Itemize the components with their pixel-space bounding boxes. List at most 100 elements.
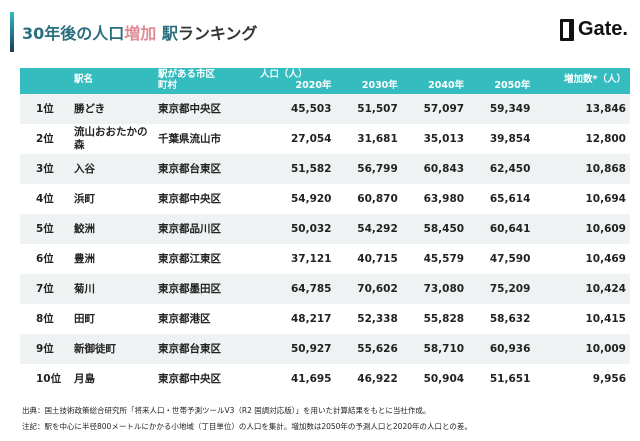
- header-station: 駅名: [74, 74, 94, 86]
- pop-2030-cell: 55,626: [357, 342, 398, 355]
- table-row: 10位 月島 東京都中央区 41,695 46,922 50,904 51,651 9,956: [20, 364, 630, 394]
- pop-2040-cell: 35,013: [423, 132, 465, 145]
- increase-cell: 13,846: [585, 102, 626, 115]
- city-cell: 東京都台東区: [158, 162, 221, 175]
- station-cell: 入谷: [74, 162, 95, 175]
- station-cell: 月島: [74, 372, 95, 385]
- increase-cell: 10,009: [585, 342, 626, 355]
- table-header: 駅名 駅がある市区町村 人口（人） 2020年 2030年 2040年 2050年…: [20, 68, 630, 94]
- pop-2030-cell: 40,715: [357, 252, 398, 265]
- city-cell: 東京都品川区: [158, 222, 221, 235]
- station-cell: 新御徒町: [74, 342, 116, 355]
- rank-cell: 3位: [36, 162, 54, 175]
- header-2030: 2030年: [361, 79, 398, 91]
- header-increase: 増加数*（人）: [564, 74, 626, 86]
- pop-2040-cell: 58,710: [423, 342, 465, 355]
- rank-cell: 9位: [36, 342, 54, 355]
- title-highlight: 増加: [124, 24, 157, 43]
- header-year: 2020年: [295, 79, 332, 91]
- rank-cell: 1位: [36, 102, 54, 115]
- rank-cell: 7位: [36, 282, 54, 295]
- pop-2020-cell: 37,121: [290, 252, 332, 265]
- city-cell: 千葉県流山市: [158, 132, 221, 145]
- city-cell: 東京都中央区: [158, 372, 221, 385]
- pop-2020-cell: 27,054: [290, 132, 332, 145]
- rank-cell: 5位: [36, 222, 54, 235]
- pop-2040-cell: 55,828: [423, 312, 465, 325]
- table-row: 3位 入谷 東京都台東区 51,582 56,799 60,843 62,450 10,868: [20, 153, 630, 184]
- pop-2050-cell: 51,651: [489, 372, 531, 385]
- source-note: 出典：国土技術政策総合研究所「将来人口・世帯予測ツールV3（R2 国調対応版）」…: [22, 406, 431, 415]
- title-accent-bar: [10, 12, 14, 52]
- station-cell: 菊川: [74, 282, 95, 295]
- increase-cell: 10,694: [585, 192, 626, 205]
- header-2050: 2050年: [494, 79, 531, 91]
- pop-2040-cell: 45,579: [423, 252, 465, 265]
- pop-2050-cell: 60,936: [489, 342, 531, 355]
- pop-2020-cell: 64,785: [290, 282, 332, 295]
- pop-2040-cell: 73,080: [423, 282, 465, 295]
- title-part: ランキング: [177, 24, 258, 43]
- ranking-table: 駅名 駅がある市区町村 人口（人） 2020年 2030年 2040年 2050年…: [20, 68, 630, 394]
- city-cell: 東京都江東区: [158, 252, 221, 265]
- pop-2050-cell: 59,349: [489, 102, 531, 115]
- rank-cell: 6位: [36, 252, 54, 265]
- pop-2050-cell: 39,854: [489, 132, 531, 145]
- pop-2040-cell: 63,980: [423, 192, 465, 205]
- header-2040: 2040年: [428, 79, 465, 91]
- table-row: 5位 鮫洲 東京都品川区 50,032 54,292 58,450 60,641 10,609: [20, 213, 630, 244]
- pop-2050-cell: 75,209: [489, 282, 531, 295]
- rank-cell: 10位: [36, 372, 62, 385]
- city-cell: 東京都台東区: [158, 342, 221, 355]
- pop-2020-cell: 50,032: [290, 222, 332, 235]
- pop-2020-cell: 48,217: [290, 312, 332, 325]
- table-row: 1位 勝どき 東京都中央区 45,503 51,507 57,097 59,349 13,84…: [20, 93, 630, 124]
- pop-2050-cell: 58,632: [489, 312, 531, 325]
- pop-2030-cell: 31,681: [357, 132, 398, 145]
- table-row: 7位 菊川 東京都墨田区 64,785 70,602 73,080 75,209 10,424: [20, 273, 630, 304]
- pop-2040-cell: 50,904: [423, 372, 465, 385]
- pop-2040-cell: 60,843: [423, 162, 465, 175]
- increase-cell: 12,800: [585, 132, 626, 145]
- pop-2030-cell: 46,922: [357, 372, 398, 385]
- pop-2030-cell: 60,870: [357, 192, 398, 205]
- city-cell: 東京都中央区: [158, 102, 221, 115]
- pop-2050-cell: 65,614: [489, 192, 531, 205]
- pop-2020-cell: 54,920: [290, 192, 332, 205]
- pop-2020-cell: 51,582: [290, 162, 332, 175]
- header-rank: [20, 68, 70, 94]
- logo-text: Gate.: [577, 18, 628, 40]
- pop-2020-cell: 41,695: [290, 372, 332, 385]
- city-cell: 東京都墨田区: [158, 282, 221, 295]
- increase-cell: 9,956: [592, 372, 626, 385]
- pop-2030-cell: 52,338: [357, 312, 398, 325]
- header-city: 駅がある市区町村: [158, 69, 216, 91]
- rank-cell: 2位: [36, 132, 54, 145]
- station-cell: 勝どき: [74, 102, 106, 115]
- table-row: 9位 新御徒町 東京都台東区 50,927 55,626 58,710 60,936 10,0…: [20, 333, 630, 364]
- pop-2030-cell: 54,292: [357, 222, 398, 235]
- station-cell: 鮫洲: [74, 222, 95, 235]
- pop-2050-cell: 47,590: [489, 252, 531, 265]
- station-cell: 流山おおたかの森: [74, 126, 148, 151]
- gate-logo: Gate.: [559, 18, 628, 41]
- pop-2030-cell: 56,799: [357, 162, 398, 175]
- pop-2050-cell: 62,450: [489, 162, 531, 175]
- footnotes: 出典：国土技術政策総合研究所「将来人口・世帯予測ツールV3（R2 国調対応版）」…: [22, 403, 472, 435]
- table-row: 4位 浜町 東京都中央区 54,920 60,870 63,980 65,614 10,694: [20, 184, 630, 214]
- table-row: 8位 田町 東京都港区 48,217 52,338 55,828 58,632 10,415: [20, 304, 630, 334]
- increase-cell: 10,469: [585, 252, 626, 265]
- station-cell: 田町: [74, 312, 95, 325]
- increase-cell: 10,868: [585, 162, 626, 175]
- annotation-note: 注記：駅を中心に半径800メートルにかかる小地域（丁目単位）の人口を集計。増加数…: [22, 422, 472, 431]
- rank-cell: 4位: [36, 192, 54, 205]
- increase-cell: 10,415: [585, 312, 626, 325]
- header-population: 人口（人）: [260, 69, 308, 80]
- header-2020: 人口（人） 2020年: [246, 68, 336, 94]
- title-part: 駅: [156, 24, 178, 43]
- city-cell: 東京都港区: [158, 312, 211, 325]
- pop-2030-cell: 70,602: [357, 282, 398, 295]
- station-cell: 豊洲: [74, 252, 95, 265]
- table-row: 2位 流山おおたかの森 千葉県流山市 27,054 31,681 35,013 39,854…: [20, 124, 630, 154]
- pop-2020-cell: 50,927: [290, 342, 332, 355]
